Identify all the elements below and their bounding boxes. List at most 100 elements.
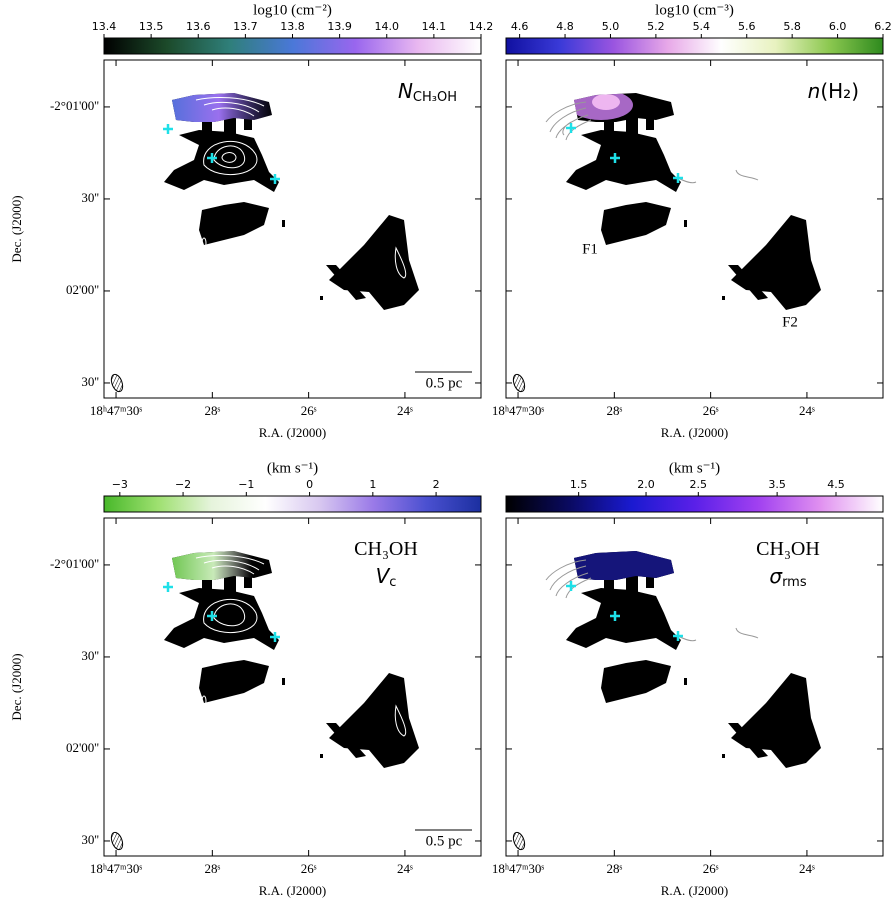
emission <box>566 93 821 310</box>
map-panel <box>510 551 821 852</box>
colorbar-label: log10 (cm⁻³) <box>655 2 734 18</box>
colorbar-tick-label: 2.5 <box>690 478 708 491</box>
panel-label: Vc <box>376 564 397 590</box>
beam <box>108 830 126 852</box>
colorbar-tick-label: 4.8 <box>556 20 574 33</box>
beam <box>510 372 528 394</box>
label-main: n <box>808 79 821 103</box>
colorbar-tick-label: 4.6 <box>511 20 529 33</box>
overlay <box>172 93 272 122</box>
emission <box>164 93 419 310</box>
plot-frame <box>103 517 482 857</box>
overlay <box>172 551 272 580</box>
colorbar-label: (km s⁻¹) <box>669 460 720 476</box>
colorbar-tick-label: 4.5 <box>827 478 845 491</box>
colorbar-tick-label: 13.4 <box>92 20 117 33</box>
overlay <box>592 94 620 110</box>
colorbar <box>505 37 884 55</box>
label-main: CH₃OH <box>756 538 820 560</box>
colorbar-tick-label: 5.0 <box>602 20 620 33</box>
plot-frame <box>505 59 884 399</box>
overlay <box>574 551 674 580</box>
map-panel <box>108 93 472 394</box>
region-label: F2 <box>782 314 798 330</box>
plot-frame <box>505 517 884 857</box>
label-sub: CH₃OH <box>413 90 457 105</box>
x-tick-label: 24ˢ <box>799 403 815 418</box>
label-main: N <box>398 79 413 103</box>
map-panel <box>108 551 472 852</box>
label-sub: c <box>389 575 396 590</box>
colorbar-tick-label: 13.5 <box>139 20 164 33</box>
colorbar-tick-label: 1 <box>369 478 376 491</box>
colorbar <box>505 495 884 513</box>
panel-label: n(H₂) <box>808 79 859 103</box>
colorbar-tick-label: 14.1 <box>422 20 447 33</box>
panel-label: σrms <box>769 564 806 590</box>
x-axis-label: R.A. (J2000) <box>661 883 729 898</box>
label-main: σ <box>769 564 783 588</box>
colorbar-tick-label: 13.9 <box>327 20 352 33</box>
colorbar-tick-label: 0 <box>306 478 313 491</box>
colorbar-label: (km s⁻¹) <box>267 460 318 476</box>
colorbar-tick-label: 5.6 <box>738 20 756 33</box>
y-tick-label: -2°01'00'' <box>50 98 99 113</box>
colorbar-tick-label: 13.8 <box>280 20 305 33</box>
panel-label: CH₃OH <box>354 538 418 560</box>
colorbar-tick-label: 3.5 <box>768 478 786 491</box>
y-axis-label: Dec. (J2000) <box>9 653 24 720</box>
colorbar-tick-label: 14.2 <box>469 20 494 33</box>
label-sub: rms <box>782 575 807 590</box>
y-tick-label: 30'' <box>81 190 99 205</box>
x-tick-label: 28ˢ <box>606 861 622 876</box>
y-axis-label: Dec. (J2000) <box>9 195 24 262</box>
colorbar-tick-label: −1 <box>238 478 254 491</box>
label-rest: (H₂) <box>820 79 859 103</box>
x-tick-label: 26ˢ <box>301 403 317 418</box>
colorbar <box>103 495 482 513</box>
contours <box>195 555 407 737</box>
x-tick-label: 28ˢ <box>606 403 622 418</box>
colorbar-tick-label: 5.2 <box>647 20 665 33</box>
x-tick-label: 18ʰ47ᵐ30ˢ <box>90 403 143 418</box>
beam <box>510 830 528 852</box>
colorbar-tick-label: 2 <box>433 478 440 491</box>
label-main: CH₃OH <box>354 538 418 560</box>
label-main: V <box>376 564 391 588</box>
plot-frame <box>103 59 482 399</box>
x-axis-label: R.A. (J2000) <box>661 425 729 440</box>
colorbar <box>103 37 482 55</box>
map-panel <box>510 93 821 394</box>
x-tick-label: 26ˢ <box>703 403 719 418</box>
y-tick-label: 30'' <box>81 832 99 847</box>
y-tick-label: 30'' <box>81 648 99 663</box>
x-axis-label: R.A. (J2000) <box>259 425 327 440</box>
panel-label: CH₃OH <box>756 538 820 560</box>
x-tick-label: 28ˢ <box>204 861 220 876</box>
beam <box>108 372 126 394</box>
x-tick-label: 28ˢ <box>204 403 220 418</box>
x-tick-label: 24ˢ <box>397 403 413 418</box>
y-tick-label: 02'00'' <box>66 740 99 755</box>
colorbar-tick-label: 13.6 <box>186 20 211 33</box>
panel-label: NCH₃OH <box>398 79 457 105</box>
x-tick-label: 26ˢ <box>301 861 317 876</box>
colorbar-label: log10 (cm⁻²) <box>253 2 332 18</box>
colorbar-tick-label: −2 <box>175 478 191 491</box>
scale-bar-label: 0.5 pc <box>426 375 463 391</box>
colorbar-tick-label: 2.0 <box>637 478 655 491</box>
colorbar-tick-label: −3 <box>112 478 128 491</box>
colorbar-tick-label: 5.8 <box>783 20 801 33</box>
colorbar-tick-label: 6.0 <box>829 20 847 33</box>
colorbar-tick-label: 6.2 <box>874 20 892 33</box>
contours <box>195 97 407 279</box>
x-tick-label: 18ʰ47ᵐ30ˢ <box>492 861 545 876</box>
y-tick-label: -2°01'00'' <box>50 556 99 571</box>
colorbar-tick-label: 14.0 <box>375 20 400 33</box>
colorbar-tick-label: 13.7 <box>233 20 258 33</box>
x-tick-label: 24ˢ <box>799 861 815 876</box>
scale-bar-label: 0.5 pc <box>426 833 463 849</box>
colorbar-tick-label: 1.5 <box>570 478 588 491</box>
x-tick-label: 18ʰ47ᵐ30ˢ <box>492 403 545 418</box>
